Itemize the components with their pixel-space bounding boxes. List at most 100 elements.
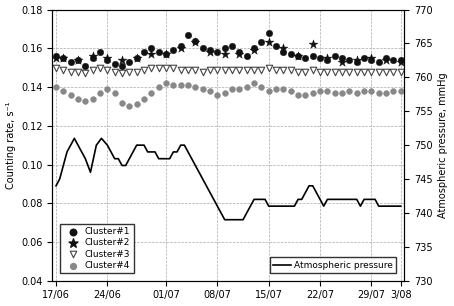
Point — [295, 92, 302, 97]
Point — [96, 90, 104, 95]
Point — [375, 59, 382, 64]
Point — [309, 90, 316, 95]
Y-axis label: Counting rate, s⁻¹: Counting rate, s⁻¹ — [5, 101, 15, 189]
Point — [221, 52, 228, 57]
Point — [360, 55, 368, 60]
Point — [309, 42, 316, 47]
Point — [60, 67, 67, 72]
Point — [184, 83, 192, 88]
Point — [338, 59, 345, 64]
Point — [52, 55, 59, 60]
Point — [104, 55, 111, 60]
Point — [324, 58, 331, 62]
Point — [82, 71, 89, 76]
Point — [126, 59, 133, 64]
Point — [346, 58, 353, 62]
Point — [184, 32, 192, 37]
Point — [331, 90, 338, 95]
Point — [251, 48, 258, 53]
Point — [221, 46, 228, 51]
Point — [67, 69, 74, 74]
Point — [258, 67, 265, 72]
Point — [140, 67, 148, 72]
Point — [60, 55, 67, 60]
Point — [368, 88, 375, 93]
Point — [295, 69, 302, 74]
Point — [338, 69, 345, 74]
Point — [82, 63, 89, 68]
Point — [192, 40, 199, 45]
Point — [243, 54, 250, 58]
Point — [126, 69, 133, 74]
Point — [207, 50, 214, 54]
Point — [163, 52, 170, 57]
Point — [118, 63, 126, 68]
Point — [74, 58, 82, 62]
Point — [89, 67, 96, 72]
Point — [331, 69, 338, 74]
Point — [360, 88, 368, 93]
Point — [302, 69, 309, 74]
Point — [287, 67, 294, 72]
Point — [228, 87, 236, 91]
Point — [346, 69, 353, 74]
Point — [74, 96, 82, 101]
Point — [207, 48, 214, 53]
Point — [243, 67, 250, 72]
Point — [52, 65, 59, 70]
Point — [251, 67, 258, 72]
Point — [265, 30, 272, 35]
Point — [82, 98, 89, 103]
Point — [104, 87, 111, 91]
Point — [118, 71, 126, 76]
Point — [74, 58, 82, 62]
Point — [353, 90, 360, 95]
Point — [74, 69, 82, 74]
Point — [118, 100, 126, 105]
Point — [140, 96, 148, 101]
Point — [353, 69, 360, 74]
Point — [397, 88, 405, 93]
Point — [287, 52, 294, 57]
Point — [382, 55, 390, 60]
Point — [390, 69, 397, 74]
Point — [272, 44, 280, 49]
Point — [148, 52, 155, 57]
Point — [258, 40, 265, 45]
Point — [295, 54, 302, 58]
Point — [192, 38, 199, 43]
Point — [316, 88, 324, 93]
Point — [89, 96, 96, 101]
Point — [170, 83, 177, 88]
Point — [89, 54, 96, 58]
Point — [382, 58, 390, 62]
Point — [52, 54, 59, 58]
Point — [236, 67, 243, 72]
Point — [177, 46, 184, 51]
Point — [155, 50, 163, 54]
Y-axis label: Atmospheric pressure, mmHg: Atmospheric pressure, mmHg — [439, 72, 449, 218]
Point — [251, 46, 258, 51]
Point — [199, 87, 206, 91]
Point — [126, 104, 133, 109]
Point — [382, 90, 390, 95]
Point — [302, 92, 309, 97]
Point — [258, 84, 265, 89]
Point — [177, 67, 184, 72]
Point — [163, 52, 170, 57]
Point — [207, 88, 214, 93]
Point — [390, 58, 397, 62]
Point — [52, 84, 59, 89]
Point — [272, 87, 280, 91]
Point — [133, 102, 140, 107]
Point — [397, 58, 405, 62]
Point — [309, 54, 316, 58]
Legend: Atmospheric pressure: Atmospheric pressure — [270, 257, 396, 274]
Point — [382, 69, 390, 74]
Point — [184, 67, 192, 72]
Point — [192, 67, 199, 72]
Point — [192, 84, 199, 89]
Point — [221, 67, 228, 72]
Point — [96, 50, 104, 54]
Point — [207, 67, 214, 72]
